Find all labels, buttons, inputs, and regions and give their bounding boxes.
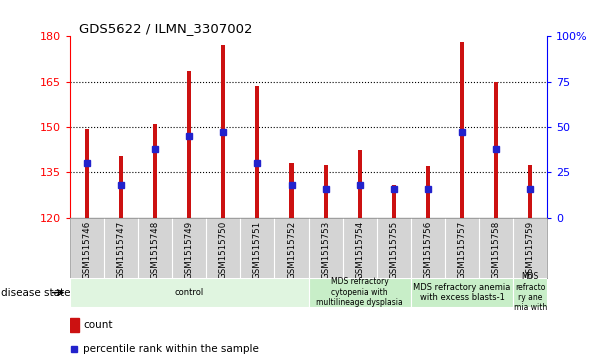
Text: GSM1515758: GSM1515758 — [491, 221, 500, 279]
Bar — [221, 45, 226, 218]
Bar — [70, 278, 308, 307]
Bar — [358, 150, 362, 218]
Bar — [513, 278, 547, 307]
Text: disease state: disease state — [1, 288, 71, 298]
Text: MDS refractory anemia
with excess blasts-1: MDS refractory anemia with excess blasts… — [413, 282, 511, 302]
Text: MDS refractory
cytopenia with
multilineage dysplasia: MDS refractory cytopenia with multilinea… — [316, 277, 403, 307]
Text: GDS5622 / ILMN_3307002: GDS5622 / ILMN_3307002 — [80, 22, 253, 35]
Text: GSM1515751: GSM1515751 — [253, 221, 262, 279]
Bar — [323, 165, 328, 218]
Bar — [392, 184, 396, 218]
Text: GSM1515756: GSM1515756 — [423, 221, 432, 279]
Bar — [153, 124, 157, 218]
Bar — [308, 278, 411, 307]
Bar — [289, 163, 294, 218]
Text: percentile rank within the sample: percentile rank within the sample — [83, 344, 259, 354]
Text: GSM1515748: GSM1515748 — [151, 221, 160, 279]
Bar — [528, 165, 532, 218]
Bar — [494, 82, 498, 218]
Text: GSM1515747: GSM1515747 — [117, 221, 126, 279]
Text: GSM1515752: GSM1515752 — [287, 221, 296, 279]
Text: GSM1515753: GSM1515753 — [321, 221, 330, 279]
Text: GSM1515757: GSM1515757 — [457, 221, 466, 279]
Bar — [119, 156, 123, 218]
Bar — [411, 278, 513, 307]
Text: count: count — [83, 320, 112, 330]
Bar — [187, 71, 192, 218]
Bar — [255, 86, 260, 218]
Text: GSM1515759: GSM1515759 — [526, 221, 534, 279]
Text: GSM1515746: GSM1515746 — [83, 221, 91, 279]
Text: GSM1515754: GSM1515754 — [355, 221, 364, 279]
Text: GSM1515755: GSM1515755 — [389, 221, 398, 279]
Bar — [426, 166, 430, 218]
Bar — [70, 318, 78, 332]
Bar — [460, 42, 464, 218]
Text: GSM1515750: GSM1515750 — [219, 221, 228, 279]
Text: control: control — [174, 288, 204, 297]
Text: MDS
refracto
ry ane
mia with: MDS refracto ry ane mia with — [514, 272, 547, 312]
Bar — [85, 129, 89, 218]
Text: GSM1515749: GSM1515749 — [185, 221, 194, 279]
